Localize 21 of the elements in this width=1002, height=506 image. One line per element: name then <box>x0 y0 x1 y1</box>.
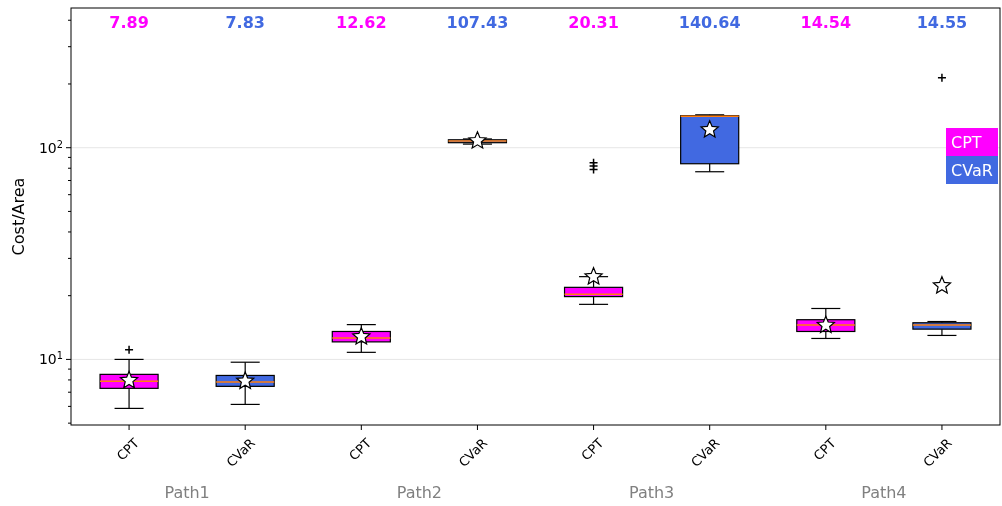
y-tick-label: 10$^{2}$ <box>38 138 63 156</box>
text: 107.43 <box>446 13 509 32</box>
text: 7.89 <box>109 13 149 32</box>
text: CVaR <box>951 161 993 180</box>
x-tick-label: CPT <box>113 435 143 464</box>
text: 12.62 <box>336 13 387 32</box>
text: Path4 <box>861 483 907 502</box>
y-tick-label: 10$^{1}$ <box>38 349 63 368</box>
text: 14.54 <box>800 13 852 32</box>
text: 14.55 <box>916 13 968 32</box>
text: Path1 <box>164 483 210 502</box>
text: 7.83 <box>225 13 265 32</box>
text: 20.31 <box>568 13 619 32</box>
text: 140.64 <box>678 13 741 32</box>
x-tick-label: CPT <box>346 435 375 464</box>
y-axis-title: Cost/Area <box>9 177 28 256</box>
x-tick-label: CPT <box>578 435 607 464</box>
text: Path2 <box>396 483 443 502</box>
text: CPT <box>951 133 982 152</box>
text: Path3 <box>628 483 675 502</box>
x-tick-label: CPT <box>810 435 839 464</box>
